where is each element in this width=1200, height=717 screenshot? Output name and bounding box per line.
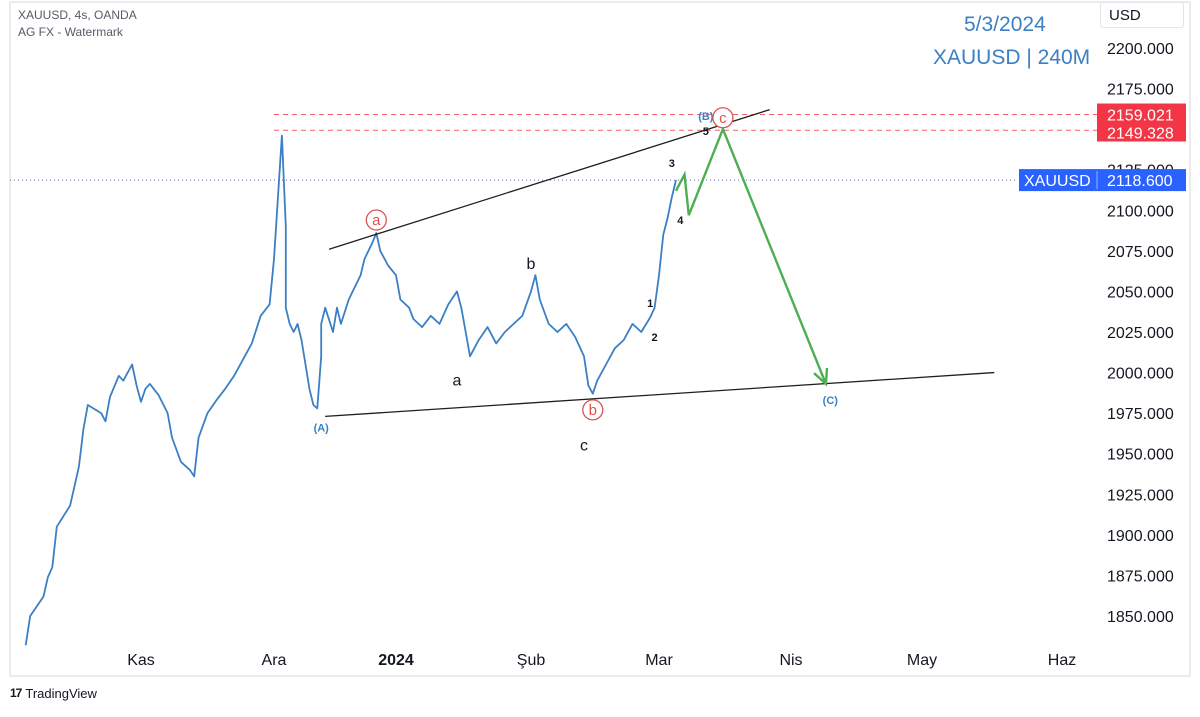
x-axis-tick-label: May	[907, 652, 937, 669]
last-price-value: 2118.600	[1107, 173, 1173, 190]
wave-label: 1	[647, 298, 653, 310]
x-axis-tick-label: Kas	[127, 652, 155, 669]
x-axis-tick-label: Mar	[645, 652, 673, 669]
projection-arrowhead	[813, 367, 829, 387]
y-axis-tick-label: 2050.000	[1107, 284, 1174, 301]
currency-button[interactable]: USD	[1100, 2, 1184, 28]
wave-label: 2	[652, 332, 658, 344]
wave-label-circle	[365, 209, 387, 231]
annotation-symbol-timeframe: XAUUSD | 240M	[933, 46, 1091, 69]
y-axis-tick-label: 2175.000	[1107, 82, 1174, 99]
chart-header-symbol: XAUUSD, 4s, OANDA	[18, 8, 137, 22]
chart-border	[9, 1, 1191, 677]
y-axis-tick-label: 1975.000	[1107, 406, 1174, 423]
wave-label: a	[453, 373, 462, 390]
chart-header-watermark: AG FX - Watermark	[18, 25, 123, 39]
x-axis-tick-label: Haz	[1048, 652, 1076, 669]
wave-label: b	[527, 256, 536, 273]
price-level-tag-label: 2149.328	[1107, 126, 1174, 143]
last-price-tag	[1019, 169, 1186, 192]
y-axis-tick-label: 2000.000	[1107, 366, 1174, 383]
wave-label: 4	[677, 215, 684, 227]
price-series-line	[24, 134, 677, 646]
wave-label-circle	[712, 107, 734, 129]
wave-label-circle	[582, 399, 604, 421]
y-axis-tick-label: 2075.000	[1107, 244, 1174, 261]
last-price-symbol: XAUUSD	[1024, 173, 1091, 190]
trendline	[325, 371, 995, 418]
wave-label: (A)	[314, 423, 330, 435]
tradingview-brand-name: TradingView	[25, 685, 97, 701]
price-level-tag	[1097, 123, 1186, 142]
wave-label: c	[580, 438, 588, 455]
wave-label: (C)	[823, 395, 839, 407]
wave-label: 5	[703, 126, 709, 138]
y-axis-tick-label: 1925.000	[1107, 487, 1174, 504]
x-axis-tick-label: Şub	[517, 652, 546, 669]
annotation-date: 5/3/2024	[964, 13, 1046, 36]
tradingview-brand[interactable]: 17 TradingView	[10, 684, 97, 702]
x-axis-tick-label: Nis	[779, 652, 802, 669]
y-axis-tick-label: 2025.000	[1107, 325, 1174, 342]
wave-label: (B)	[698, 111, 714, 123]
price-level-tag	[1097, 103, 1186, 125]
trendline	[328, 109, 770, 250]
x-axis-tick-label: Ara	[262, 652, 287, 669]
x-axis-tick-label: 2024	[378, 652, 414, 669]
wave-label: c	[719, 110, 727, 127]
tradingview-logo-icon: 17	[10, 686, 22, 700]
wave-projection-path	[674, 125, 828, 385]
y-axis-tick-label: 2100.000	[1107, 203, 1174, 220]
wave-label: b	[589, 402, 597, 419]
y-axis-tick-label: 1950.000	[1107, 447, 1174, 464]
wave-label: 3	[669, 158, 675, 170]
y-axis-tick-label: 1900.000	[1107, 528, 1174, 545]
y-axis-tick-label: 1850.000	[1107, 609, 1174, 626]
wave-label: a	[372, 212, 381, 229]
y-axis-tick-label: 2200.000	[1107, 41, 1174, 58]
price-level-tag-label: 2159.021	[1107, 108, 1174, 125]
y-axis-tick-label: 1875.000	[1107, 568, 1174, 585]
